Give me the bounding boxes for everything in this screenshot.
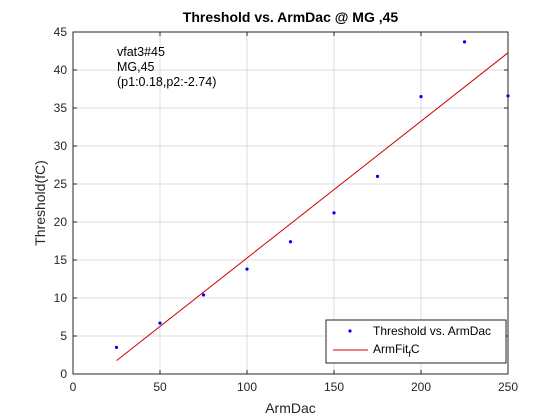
series-layer <box>114 40 510 362</box>
legend-label-fit-sub: f <box>408 349 411 359</box>
x-tick-label: 0 <box>70 380 77 394</box>
x-tick-label: 200 <box>411 380 431 394</box>
y-tick-label: 20 <box>54 215 68 229</box>
chart-title: Threshold vs. ArmDac @ MG ,45 <box>183 9 399 25</box>
y-tick-label: 35 <box>54 101 68 115</box>
annotation-line-3: (p1:0.18,p2:-2.74) <box>117 75 216 89</box>
x-tick-label: 100 <box>237 380 257 394</box>
fit-annotation: vfat3#45 MG,45 (p1:0.18,p2:-2.74) <box>117 45 216 89</box>
legend-label-points: Threshold vs. ArmDac <box>373 324 491 338</box>
x-tick-label: 150 <box>324 380 344 394</box>
legend: Threshold vs. ArmDac ArmFitfC <box>325 319 507 364</box>
fit-line <box>116 52 509 362</box>
y-tick-label: 0 <box>60 367 67 381</box>
data-point <box>462 40 467 44</box>
x-tick-label: 250 <box>498 380 518 394</box>
data-point <box>114 345 119 349</box>
data-point <box>332 211 336 215</box>
data-point <box>288 240 293 244</box>
y-tick-label: 40 <box>54 63 68 77</box>
y-axis-label: Threshold(fC) <box>32 160 48 246</box>
data-point <box>245 267 249 271</box>
plot-area <box>73 32 508 374</box>
y-tick-label: 45 <box>54 25 68 39</box>
axis-ticks <box>72 31 509 375</box>
y-tick-label: 25 <box>54 177 68 191</box>
data-point <box>201 293 206 297</box>
annotation-line-2: MG,45 <box>117 60 155 74</box>
y-tick-label: 30 <box>54 139 68 153</box>
y-tick-label: 10 <box>54 291 68 305</box>
legend-box <box>325 319 507 364</box>
tick-labels: 0 50 100 150 200 250 0 5 10 15 20 25 30 35 40 45 <box>54 25 519 394</box>
data-point <box>158 321 162 325</box>
annotation-line-1: vfat3#45 <box>117 45 165 59</box>
x-tick-label: 50 <box>153 380 167 394</box>
x-axis-label: ArmDac <box>265 400 316 416</box>
y-tick-label: 5 <box>60 329 67 343</box>
legend-label-fit: ArmFitfC <box>373 342 420 359</box>
data-point <box>375 174 380 178</box>
legend-label-fit-main: ArmFit <box>373 342 409 356</box>
legend-marker-points <box>348 329 352 333</box>
legend-label-fit-tail: C <box>411 342 420 356</box>
plot-frame <box>72 31 509 375</box>
data-point <box>419 95 423 99</box>
y-tick-label: 15 <box>54 253 68 267</box>
